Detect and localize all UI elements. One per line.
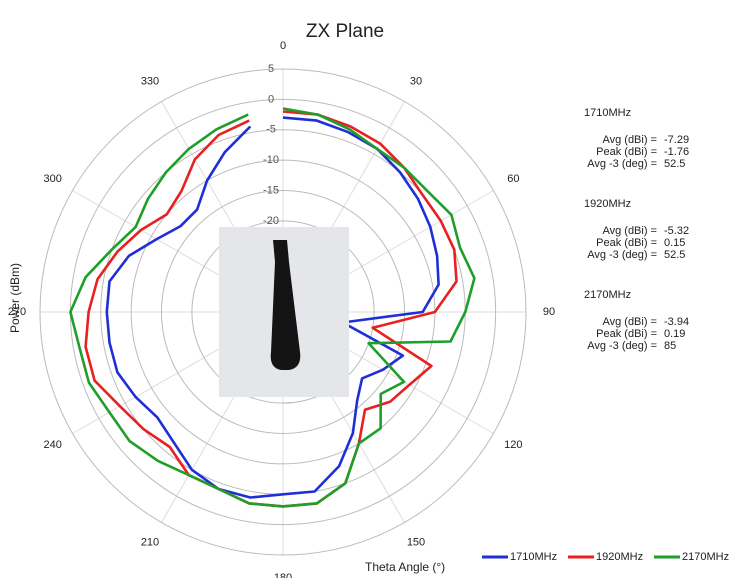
stats-label: Avg (dBi) = bbox=[602, 316, 657, 328]
theta-tick-label: 0 bbox=[280, 40, 286, 52]
stats-heading: 1920MHz bbox=[584, 198, 631, 210]
stats-label: Avg -3 (deg) = bbox=[587, 249, 657, 261]
theta-tick-label: 90 bbox=[543, 306, 555, 318]
stats-value: 52.5 bbox=[664, 249, 685, 261]
stats-value: -3.94 bbox=[664, 316, 689, 328]
theta-tick-label: 150 bbox=[407, 536, 425, 548]
theta-tick-label: 210 bbox=[141, 536, 159, 548]
series-line bbox=[105, 116, 440, 499]
polar-grid: 030609012015018021024027030033050-5-10-1… bbox=[8, 40, 555, 578]
chart-title: ZX Plane bbox=[306, 21, 384, 42]
y-axis-label: Power (dBm) bbox=[8, 263, 22, 333]
r-tick-label: -15 bbox=[263, 184, 279, 196]
stats-label: Avg (dBi) = bbox=[602, 225, 657, 237]
legend-label: 1920MHz bbox=[596, 551, 643, 563]
legend-label: 1710MHz bbox=[510, 551, 557, 563]
legend-label: 2170MHz bbox=[682, 551, 729, 563]
ring bbox=[161, 190, 405, 434]
stats-label: Avg -3 (deg) = bbox=[587, 340, 657, 352]
series-line bbox=[69, 107, 476, 508]
stats-heading: 1710MHz bbox=[584, 107, 631, 119]
stats-panel: 1710MHz Avg (dBi) = -7.29 Peak (dBi) = -1.76… bbox=[584, 107, 689, 352]
antenna bbox=[270, 240, 301, 370]
r-tick-label: -10 bbox=[263, 154, 279, 166]
x-axis-label: Theta Angle (°) bbox=[365, 560, 445, 574]
ring bbox=[39, 68, 527, 556]
stats-value: -5.32 bbox=[664, 225, 689, 237]
r-tick-label: 0 bbox=[268, 93, 274, 105]
stats-label: Avg -3 (deg) = bbox=[587, 158, 657, 170]
ring bbox=[191, 220, 375, 404]
stats-value: -1.76 bbox=[664, 146, 689, 158]
theta-tick-label: 120 bbox=[504, 439, 522, 451]
theta-tick-label: 240 bbox=[43, 439, 61, 451]
legend: 1710MHz 1920MHz 2170MHz bbox=[482, 551, 729, 563]
stats-value: 0.19 bbox=[664, 328, 685, 340]
series-lines bbox=[69, 107, 476, 508]
theta-tick-label: 30 bbox=[410, 76, 422, 88]
theta-tick-label: 300 bbox=[43, 173, 61, 185]
theta-tick-label: 330 bbox=[141, 76, 159, 88]
stats-value: 0.15 bbox=[664, 237, 685, 249]
stats-label: Peak (dBi) = bbox=[596, 146, 657, 158]
theta-tick-label: 180 bbox=[274, 572, 292, 578]
r-tick-label: -20 bbox=[263, 215, 279, 227]
r-tick-label: 5 bbox=[268, 63, 274, 75]
stats-value: -7.29 bbox=[664, 134, 689, 146]
stats-value: 52.5 bbox=[664, 158, 685, 170]
theta-tick-label: 270 bbox=[8, 306, 26, 318]
stats-label: Peak (dBi) = bbox=[596, 237, 657, 249]
stats-heading: 2170MHz bbox=[584, 289, 631, 301]
antenna-photo bbox=[219, 227, 349, 397]
stats-label: Avg (dBi) = bbox=[602, 134, 657, 146]
theta-tick-label: 60 bbox=[507, 173, 519, 185]
stats-value: 85 bbox=[664, 340, 676, 352]
r-tick-label: -5 bbox=[266, 124, 276, 136]
stats-label: Peak (dBi) = bbox=[596, 328, 657, 340]
